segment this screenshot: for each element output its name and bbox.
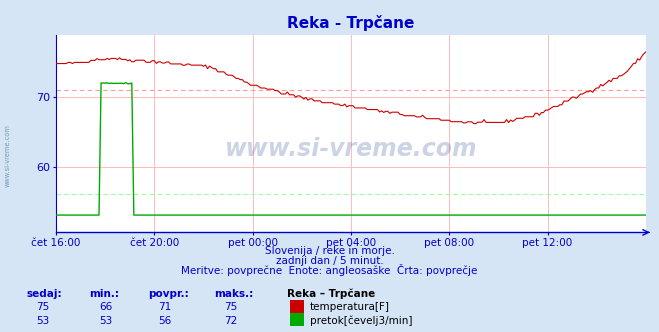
Text: 75: 75	[36, 302, 49, 312]
Text: sedaj:: sedaj:	[26, 289, 62, 299]
Title: Reka - Trpčane: Reka - Trpčane	[287, 15, 415, 31]
Text: min.:: min.:	[89, 289, 119, 299]
Text: www.si-vreme.com: www.si-vreme.com	[225, 137, 477, 161]
Text: zadnji dan / 5 minut.: zadnji dan / 5 minut.	[275, 256, 384, 266]
Text: maks.:: maks.:	[214, 289, 254, 299]
Text: www.si-vreme.com: www.si-vreme.com	[5, 124, 11, 188]
Text: 56: 56	[158, 316, 171, 326]
Text: 53: 53	[36, 316, 49, 326]
Text: 72: 72	[224, 316, 237, 326]
Text: Meritve: povprečne  Enote: angleosaške  Črta: povprečje: Meritve: povprečne Enote: angleosaške Čr…	[181, 264, 478, 276]
Text: temperatura[F]: temperatura[F]	[310, 302, 389, 312]
Text: Slovenija / reke in morje.: Slovenija / reke in morje.	[264, 246, 395, 256]
Text: 66: 66	[99, 302, 112, 312]
Text: 75: 75	[224, 302, 237, 312]
Text: 53: 53	[99, 316, 112, 326]
Text: pretok[čevelj3/min]: pretok[čevelj3/min]	[310, 315, 413, 326]
Text: Reka – Trpčane: Reka – Trpčane	[287, 289, 375, 299]
Text: 71: 71	[158, 302, 171, 312]
Text: povpr.:: povpr.:	[148, 289, 189, 299]
